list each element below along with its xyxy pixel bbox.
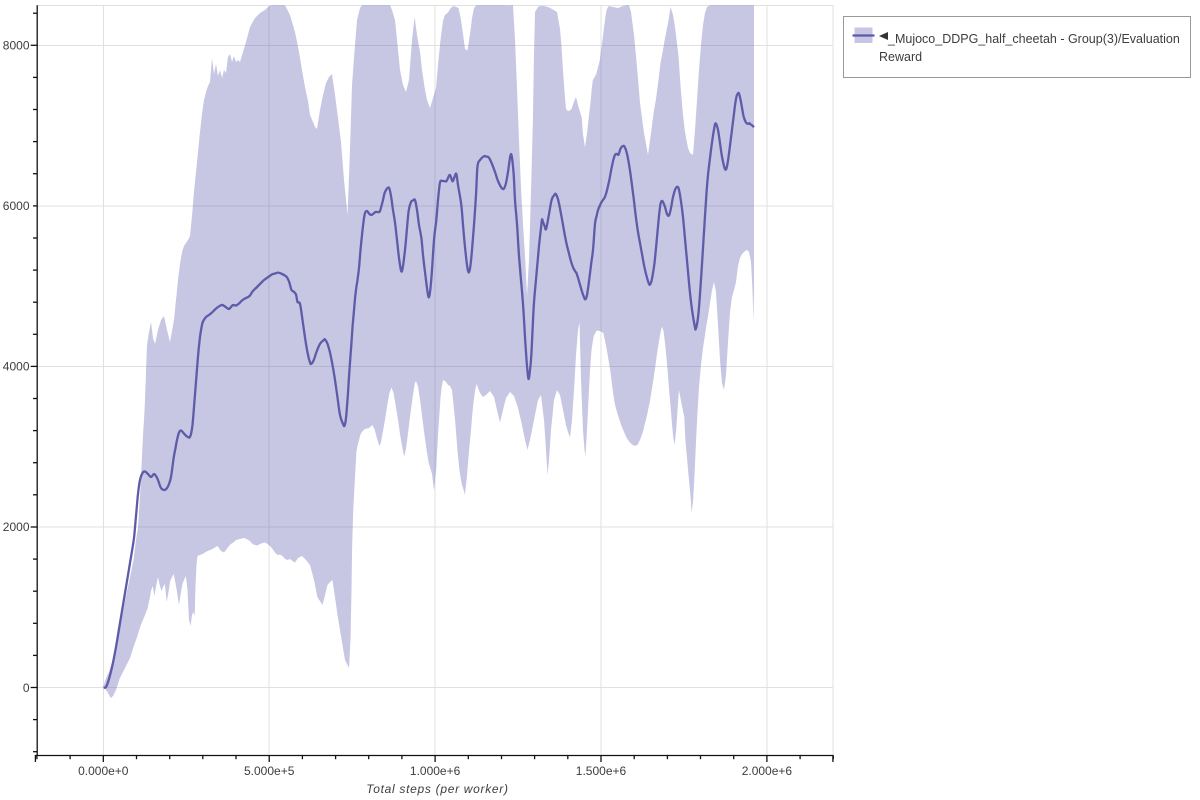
svg-text:4000: 4000 <box>3 360 30 374</box>
svg-text:5.000e+5: 5.000e+5 <box>244 764 295 778</box>
svg-text:1.500e+6: 1.500e+6 <box>576 764 627 778</box>
svg-text:Total steps (per worker): Total steps (per worker) <box>366 782 508 796</box>
svg-text:0.000e+0: 0.000e+0 <box>78 764 129 778</box>
svg-text:2.000e+6: 2.000e+6 <box>742 764 793 778</box>
svg-text:6000: 6000 <box>3 199 30 213</box>
svg-text:2000: 2000 <box>3 520 30 534</box>
svg-text:0: 0 <box>23 681 30 695</box>
svg-text:1.000e+6: 1.000e+6 <box>410 764 461 778</box>
svg-text:8000: 8000 <box>3 39 30 53</box>
